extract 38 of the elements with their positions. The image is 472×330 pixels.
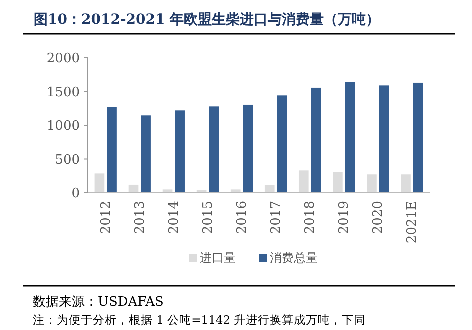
x-tick-label: 2013 [132, 201, 148, 234]
bar [141, 116, 151, 193]
y-tick-label: 1000 [46, 119, 80, 134]
x-tick-label: 2014 [166, 201, 182, 234]
bar [298, 170, 309, 193]
x-tick-label: 2017 [269, 201, 284, 234]
bar [209, 106, 220, 193]
y-tick-label: 500 [55, 152, 80, 168]
chart-title: 图10：2012-2021 年欧盟生柴进口与消费量（万吨） [34, 12, 380, 28]
x-tick-label: 2016 [234, 201, 250, 234]
bar [333, 172, 343, 193]
x-tick-label: 2015 [200, 201, 216, 234]
bar [345, 82, 356, 193]
x-tick-label: 2018 [303, 201, 318, 234]
bar [175, 110, 185, 193]
x-tick-label: 2012 [98, 201, 114, 234]
x-tick-label: 2021E [405, 201, 420, 244]
x-tick-label: 2020 [371, 201, 386, 234]
bar [277, 96, 288, 193]
x-tick-label: 2019 [337, 201, 352, 234]
bar [379, 86, 390, 193]
bar [413, 82, 424, 193]
legend-label: 进口量 [200, 251, 236, 265]
y-tick-label: 0 [72, 186, 80, 202]
bar [367, 174, 377, 193]
legend-label: 消费总量 [270, 251, 318, 265]
bar [230, 190, 241, 193]
y-tick-label: 1500 [46, 85, 80, 100]
bar [243, 104, 254, 193]
bar [401, 174, 411, 193]
bar [264, 185, 275, 193]
source-note: 数据来源：USDAFAS [33, 295, 164, 310]
bar [107, 107, 117, 193]
bar [128, 184, 139, 193]
text: 注：为便于分析，根据 1 公吨=1142 升进行换算成万吨，下同 [33, 313, 366, 327]
bar [94, 174, 105, 193]
y-tick-label: 2000 [46, 52, 80, 67]
bar [311, 88, 322, 193]
